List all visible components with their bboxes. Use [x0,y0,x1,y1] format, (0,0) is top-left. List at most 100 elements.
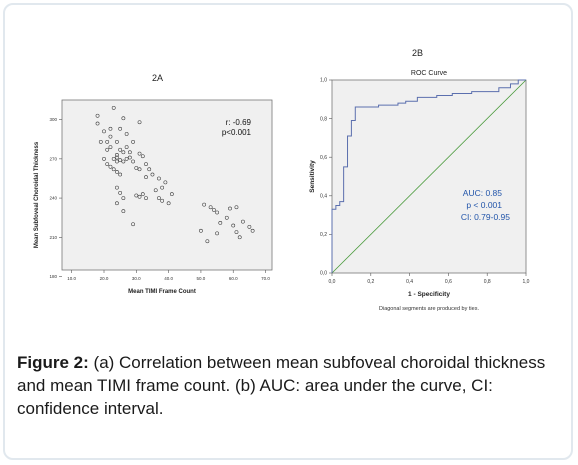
scatter-point [111,105,116,110]
scatter-point [127,150,132,155]
x-tick-label: 0,2 [367,279,374,285]
scatter-point [127,155,132,160]
scatter-point [166,201,171,206]
scatter-point [144,175,148,180]
scatter-point [160,185,165,190]
y-tick-label: 240 [49,196,57,201]
scatter-point [105,147,110,152]
scatter-point [169,192,174,197]
scatter-point [134,166,139,170]
auc-value: AUC: 0.85 [463,188,502,198]
scatter-point [144,162,148,166]
y-tick-label: 0,2 [320,232,327,238]
scatter-point [121,116,126,121]
correlation-p: p<0.001 [222,128,252,137]
scatter-point [211,207,216,212]
x-tick-label: 70.0 [261,276,270,281]
scatter-point [215,231,219,236]
scatter-point [124,156,129,161]
scatter-point [118,147,123,152]
x-tick-label: 0,4 [406,279,413,285]
scatter-point [144,196,148,200]
scatter-point [153,188,158,193]
y-tick-label: 0,4 [320,194,327,200]
roc-title: ROC Curve [411,70,447,77]
scatter-point [98,139,103,144]
scatter-point [115,185,119,190]
y-tick-label: 0,0 [320,271,327,277]
scatter-point [157,196,161,200]
scatter-point [137,151,142,156]
scatter-point [115,201,119,206]
scatter-chart-2a: 10.0 20.0 30.0 40.0 50.0 60.0 70.0 180 210 240 270… [34,99,273,295]
scatter-point [131,159,135,164]
y-tick-label: 180 [49,274,57,279]
scatter-point [95,113,100,118]
scatter-point [95,121,100,126]
x-tick-label: 50.0 [197,276,206,281]
y-tick-label: 210 [49,235,57,240]
roc-chart-2b: ROC Curve 0,0 0,2 0,4 0,6 0,8 1,0 0,0 0,2 0,4 0,6 0… [309,70,530,312]
scatter-point [115,155,119,160]
x-tick-label: 1,0 [523,279,530,285]
y-tick-label: 300 [49,117,57,122]
scatter-point [237,235,242,240]
y-tick-label: 0,8 [320,116,327,122]
scatter-point [218,221,223,225]
y-axis-title: Mean Subfoveal Choroidal Thickness [34,141,40,248]
panel-label-2b: 2B [412,48,424,58]
scatter-point [102,156,106,161]
x-tick-label: 0,6 [445,279,452,285]
scatter-point [160,198,165,203]
scatter-point [163,180,168,185]
x-tick-label: 0,0 [329,279,336,285]
scatter-point [228,206,232,211]
p-value: p < 0.001 [466,200,502,210]
scatter-point [124,132,129,136]
scatter-point [234,230,239,234]
x-tick-label: 60.0 [229,276,238,281]
scatter-point [131,139,135,144]
figure-caption: Figure 2: (a) Correlation between mean s… [17,351,562,420]
x-tick-label: 30.0 [132,276,141,281]
scatter-point [102,129,106,134]
scatter-point [108,134,113,139]
scatter-point [111,156,116,161]
plot-area [61,99,273,271]
x-tick-label: 20.0 [100,276,109,281]
scatter-point [208,205,213,210]
confidence-interval: CI: 0.79-0.95 [461,212,510,222]
scatter-point [108,126,113,131]
scatter-point [124,145,129,149]
y-tick-label: 270 [49,156,57,161]
x-axis-title: 1 - Specificity [408,291,450,298]
scatter-point [131,222,135,227]
x-axis-title: Mean TIMI Frame Count [128,289,196,295]
scatter-point [118,190,123,195]
scatter-point [234,205,239,210]
x-tick-label: 0,8 [484,279,491,285]
scatter-point [250,228,255,233]
x-tick-label: 10.0 [67,276,76,281]
scatter-point [140,192,145,197]
scatter-point [118,158,123,163]
scatter-point [241,219,245,224]
scatter-point [137,167,142,172]
scatter-point [157,176,161,181]
scatter-point [115,153,119,157]
scatter-point [199,228,203,233]
scatter-point [140,154,145,159]
roc-curve-line [331,79,526,273]
scatter-point [105,139,110,144]
scatter-point [121,196,126,200]
y-axis-title: Sensitivity [309,160,316,193]
scatter-point [118,172,123,177]
scatter-point [115,139,119,144]
scatter-point [137,120,142,125]
scatter-point [147,167,152,172]
panel-label-2a: 2A [152,73,164,83]
scatter-point [111,167,116,172]
y-tick-label: 1,0 [320,78,327,84]
caption-label: Figure 2: [17,353,89,372]
scatter-point [115,170,119,174]
